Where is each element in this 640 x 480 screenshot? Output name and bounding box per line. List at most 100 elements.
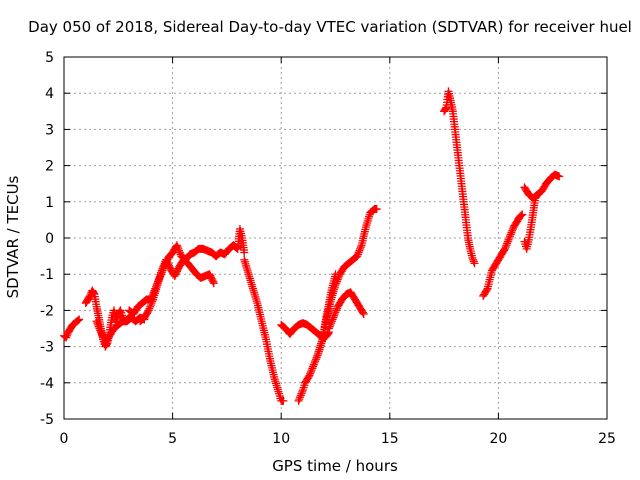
data-point	[95, 324, 104, 333]
data-point	[306, 367, 315, 376]
y-tick-label: -3	[40, 340, 54, 356]
data-point	[209, 279, 218, 288]
plot-frame	[63, 56, 608, 420]
data-point	[279, 396, 288, 405]
data-point	[330, 310, 339, 319]
data-point	[533, 190, 542, 199]
x-axis-title: GPS time / hours	[272, 457, 398, 475]
data-point	[146, 300, 155, 309]
data-point	[470, 259, 479, 268]
data-point	[75, 315, 84, 324]
y-tick-label: 1	[45, 195, 54, 211]
data-point	[148, 297, 157, 306]
data-point	[62, 331, 71, 340]
data-point	[146, 302, 155, 311]
series-10	[314, 270, 340, 358]
data-point	[505, 232, 514, 241]
data-point	[92, 317, 101, 326]
data-point	[359, 310, 368, 319]
data-point	[468, 253, 477, 262]
data-point	[331, 308, 340, 317]
data-point	[355, 246, 364, 255]
series-6	[240, 255, 288, 405]
data-point	[62, 333, 71, 342]
data-point	[441, 104, 450, 113]
y-tick-label: -2	[40, 303, 54, 319]
chart-title: Day 050 of 2018, Sidereal Day-to-day VTE…	[28, 18, 632, 36]
grid	[64, 57, 607, 419]
data-point	[294, 396, 303, 405]
x-tick-label: 25	[598, 431, 616, 447]
data-point	[356, 243, 365, 252]
data-point	[311, 357, 320, 366]
data-point	[469, 257, 478, 266]
data-point	[94, 320, 103, 329]
data-point	[96, 328, 105, 337]
y-tick-label: -5	[40, 412, 54, 428]
data-point	[305, 371, 314, 380]
data-point	[502, 241, 511, 250]
data-point	[209, 277, 218, 286]
data-point	[96, 326, 105, 335]
y-tick-label: 4	[45, 86, 54, 102]
y-axis-title: SDTVAR / TECUs	[4, 175, 22, 298]
y-tick-label: 3	[45, 122, 54, 138]
data-point	[508, 226, 517, 235]
data-point	[311, 355, 320, 364]
data-point	[240, 248, 249, 257]
data-point	[175, 246, 184, 255]
data-point	[501, 243, 510, 252]
data-point	[296, 391, 305, 400]
data-point	[482, 286, 491, 295]
data-point	[175, 248, 184, 257]
data-point	[144, 306, 153, 315]
data-point	[532, 191, 541, 200]
data-point	[353, 250, 362, 259]
data-point	[353, 252, 362, 261]
x-tick-label: 20	[489, 431, 507, 447]
data-point	[308, 364, 317, 373]
series-13	[520, 170, 564, 253]
data-point	[500, 244, 509, 253]
data-point	[74, 316, 83, 325]
data-point	[503, 239, 512, 248]
data-point	[358, 308, 367, 317]
data-point	[157, 266, 166, 275]
data-point	[504, 235, 513, 244]
data-point	[97, 329, 106, 338]
series-14	[520, 183, 542, 203]
series-8	[324, 288, 368, 333]
data-point	[313, 351, 322, 360]
data-point	[506, 230, 515, 239]
y-tick-label: 0	[45, 231, 54, 247]
data-point	[518, 210, 527, 219]
y-tick-label: -4	[40, 376, 54, 392]
data-point	[98, 331, 107, 340]
data-point	[147, 299, 156, 308]
series-11	[440, 87, 479, 268]
data-point	[469, 255, 478, 264]
series-4	[136, 255, 218, 326]
data-point	[295, 395, 304, 404]
data-point	[555, 172, 564, 181]
series-12	[479, 210, 527, 300]
data-point	[312, 353, 321, 362]
y-tick-label: 2	[45, 159, 54, 175]
data-point	[145, 304, 154, 313]
data-point	[354, 248, 363, 257]
data-point	[296, 393, 305, 402]
x-tick-label: 5	[168, 431, 177, 447]
data-point	[310, 358, 319, 367]
data-point	[517, 211, 526, 220]
data-point	[330, 311, 339, 320]
y-tick-label: -1	[40, 267, 54, 283]
data-point	[331, 270, 340, 279]
data-points	[60, 87, 564, 405]
x-tick-label: 10	[272, 431, 290, 447]
series-5	[212, 224, 249, 261]
data-point	[306, 369, 315, 378]
data-point	[94, 322, 103, 331]
data-point	[332, 306, 341, 315]
data-point	[324, 329, 333, 338]
